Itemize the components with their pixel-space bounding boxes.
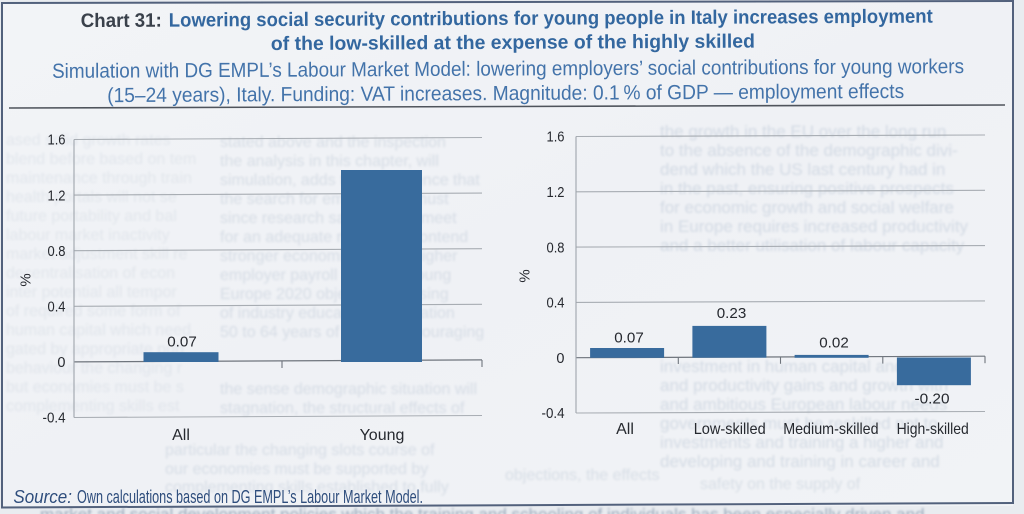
svg-text:Young: Young bbox=[360, 427, 405, 444]
svg-text:0.23: 0.23 bbox=[717, 305, 747, 322]
svg-text:decentralisation of econ: decentralisation of econ bbox=[6, 265, 175, 282]
svg-text:stated above and the inspectio: stated above and the inspection bbox=[220, 134, 446, 151]
svg-text:human capital which need: human capital which need bbox=[6, 322, 191, 339]
svg-text:-0.4: -0.4 bbox=[43, 411, 66, 427]
svg-text:ased solid growth rates: ased solid growth rates bbox=[6, 132, 171, 149]
svg-text:0.4: 0.4 bbox=[48, 300, 66, 316]
svg-text:but economies must be s: but economies must be s bbox=[6, 379, 184, 396]
svg-text:0: 0 bbox=[556, 351, 564, 367]
svg-text:to the absence of the demograp: to the absence of the demographic divi- bbox=[660, 141, 958, 160]
svg-text:and a better utilisation of la: and a better utilisation of labour capac… bbox=[660, 236, 965, 255]
svg-text:Low-skilled: Low-skilled bbox=[694, 421, 766, 438]
svg-text:-0.20: -0.20 bbox=[915, 391, 950, 408]
svg-text:1.6: 1.6 bbox=[547, 130, 565, 146]
svg-text:0.8: 0.8 bbox=[547, 240, 565, 256]
svg-text:of required some form of: of required some form of bbox=[6, 303, 181, 320]
svg-text:safety on the supply of: safety on the supply of bbox=[700, 476, 861, 493]
svg-text:complementing skills establish: complementing skills established to full… bbox=[165, 479, 449, 496]
svg-text:particular the changing slots: particular the changing slots course of bbox=[165, 442, 435, 459]
svg-text:complementing skills est: complementing skills est bbox=[6, 398, 180, 415]
svg-text:Medium-skilled: Medium-skilled bbox=[783, 421, 878, 438]
svg-text:0.4: 0.4 bbox=[547, 296, 565, 312]
svg-text:governments must be reskilled: governments must be reskilled not to bbox=[660, 414, 938, 433]
svg-text:0.02: 0.02 bbox=[819, 335, 849, 352]
svg-text:health portals will not se: health portals will not se bbox=[6, 189, 177, 206]
svg-text:(15–24 years), Italy. Funding:: (15–24 years), Italy. Funding: VAT incre… bbox=[107, 80, 904, 107]
svg-text:1.6: 1.6 bbox=[48, 133, 66, 149]
svg-text:0.8: 0.8 bbox=[48, 244, 66, 260]
svg-text:%: % bbox=[18, 273, 35, 286]
svg-text:gated by appropriate pub: gated by appropriate pub bbox=[6, 341, 184, 358]
svg-text:Lowering social security contr: Lowering social security contributions f… bbox=[169, 6, 934, 32]
svg-text:our economies must be supporte: our economies must be supported by bbox=[165, 461, 428, 478]
svg-text:market and social development: market and social development policies w… bbox=[40, 505, 925, 514]
svg-text:market adjustment skill re: market adjustment skill re bbox=[6, 246, 187, 263]
svg-text:0.07: 0.07 bbox=[167, 333, 197, 350]
svg-text:the sense demographic situatio: the sense demographic situation will bbox=[220, 381, 477, 398]
svg-text:and productivity gains and gro: and productivity gains and growth with bbox=[660, 376, 948, 395]
svg-text:stronger economic growth, high: stronger economic growth, higher bbox=[220, 248, 458, 265]
svg-text:for economic growth and social: for economic growth and social welfare bbox=[660, 198, 954, 217]
svg-text:behaviour the changing r: behaviour the changing r bbox=[6, 360, 183, 377]
svg-text:High-skilled: High-skilled bbox=[897, 421, 969, 438]
svg-text:blend before based on tem: blend before based on tem bbox=[6, 151, 196, 168]
svg-text:Chart 31:: Chart 31: bbox=[81, 10, 162, 32]
svg-text:Source:Own calculations based: Source: Own calculations based on DG EMPL… bbox=[13, 486, 423, 507]
svg-text:investment in human capital an: investment in human capital and return bbox=[660, 357, 953, 376]
svg-text:-0.4: -0.4 bbox=[542, 406, 565, 422]
svg-text:0.07: 0.07 bbox=[614, 330, 644, 347]
svg-text:investments and training a hig: investments and training a higher and bbox=[660, 433, 944, 452]
svg-text:0: 0 bbox=[57, 355, 65, 371]
svg-text:maintenance through train: maintenance through train bbox=[6, 170, 192, 187]
svg-text:1.2: 1.2 bbox=[547, 185, 565, 201]
svg-text:1.2: 1.2 bbox=[48, 188, 66, 204]
svg-text:in the past, ensuring positive: in the past, ensuring positive prospects bbox=[660, 179, 954, 198]
svg-text:of the low-skilled at the expe: of the low-skilled at the expense of the… bbox=[271, 31, 755, 56]
svg-text:inter potential all tempor: inter potential all tempor bbox=[6, 284, 177, 301]
svg-text:Simulation with DG EMPL’s Labo: Simulation with DG EMPL’s Labour Market … bbox=[52, 55, 964, 83]
svg-text:developing and training in car: developing and training in career and bbox=[660, 452, 940, 471]
svg-text:%: % bbox=[517, 269, 534, 282]
svg-text:the analysis in this chapter,: the analysis in this chapter, will bbox=[220, 153, 439, 170]
svg-text:All: All bbox=[616, 421, 634, 438]
svg-text:the growth in the EU over the: the growth in the EU over the long run bbox=[660, 122, 946, 141]
svg-text:in Europe requires increased p: in Europe requires increased productivit… bbox=[660, 217, 969, 236]
svg-text:labour market inactivity: labour market inactivity bbox=[6, 227, 170, 244]
svg-text:dend which the US last century: dend which the US last century had in bbox=[660, 160, 945, 179]
svg-text:stagnation, the structural eff: stagnation, the structural effects of bbox=[220, 400, 465, 417]
svg-text:All: All bbox=[172, 427, 190, 444]
svg-text:future portability and bal: future portability and bal bbox=[6, 208, 177, 225]
svg-text:objections, the effects: objections, the effects bbox=[505, 467, 659, 484]
svg-text:and ambitious European labour: and ambitious European labour needs bbox=[660, 395, 947, 414]
